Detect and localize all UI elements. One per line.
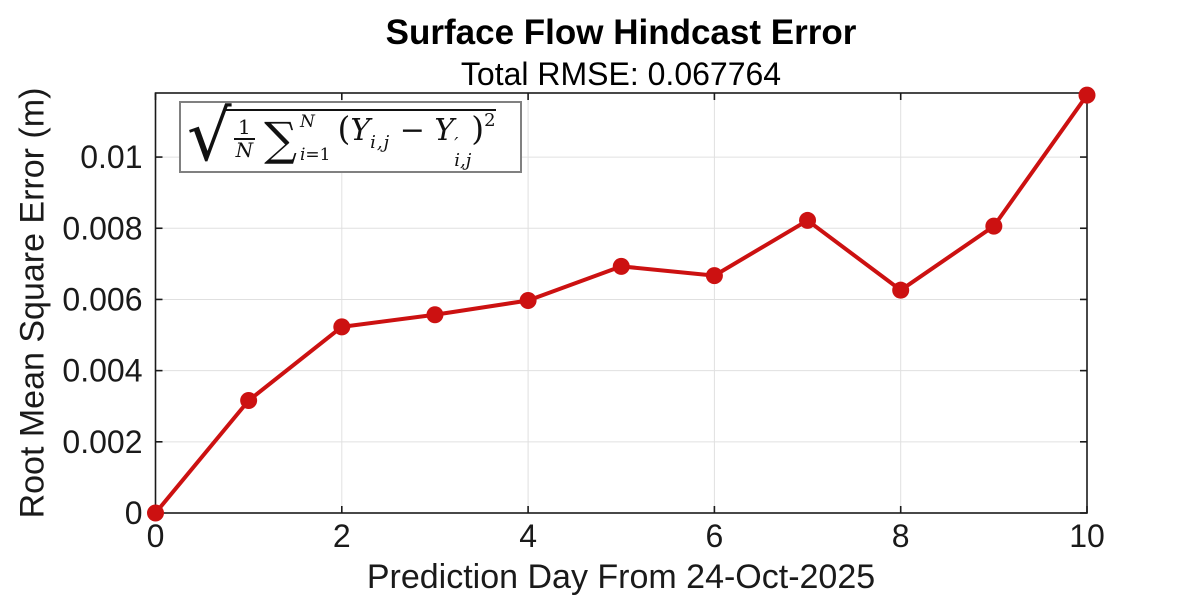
radicand: 1 N ∑ N i=1 (Yi,j − Y ′ i,j)2 — [225, 109, 496, 170]
squared-difference-term: (Yi,j − Y ′ i,j)2 — [337, 108, 496, 171]
x-tick-label: 6 — [706, 518, 724, 554]
sigma-symbol: ∑ — [264, 112, 297, 166]
chart-title: Surface Flow Hindcast Error — [385, 13, 857, 52]
fraction-denominator: N — [233, 138, 256, 162]
axis-box — [154, 92, 1088, 514]
data-point-day-4 — [519, 292, 537, 310]
x-tick-label: 4 — [519, 518, 537, 554]
x-tick-label: 2 — [333, 518, 351, 554]
exponent: 2 — [484, 109, 496, 131]
data-point-day-5 — [612, 257, 630, 275]
data-point-day-6 — [705, 267, 723, 285]
prime-mark: ′ — [454, 133, 459, 155]
y-tick-label: 0.006 — [62, 281, 142, 317]
x-tick-label: 0 — [147, 518, 165, 554]
data-point-day-8 — [892, 281, 910, 299]
y-tick-label: 0.004 — [62, 353, 142, 389]
x-axis-label: Prediction Day From 24-Oct-2025 — [366, 558, 876, 596]
data-point-day-2 — [333, 318, 351, 336]
rmse-markers — [147, 86, 1096, 522]
summation: ∑ N i=1 — [264, 114, 330, 164]
data-point-day-7 — [799, 211, 817, 229]
data-point-day-3 — [426, 306, 444, 324]
x-tick-label: 8 — [892, 518, 910, 554]
summation-upper-limit: N — [299, 112, 315, 132]
data-point-day-10 — [1078, 86, 1096, 104]
x-tick-label: 10 — [1069, 518, 1105, 554]
y-tick-label: 0.01 — [80, 139, 142, 175]
fraction-one-over-n: 1 N — [233, 115, 256, 162]
y-tick-label: 0 — [125, 495, 143, 531]
y-tick-labels: 0 0.002 0.004 0.006 0.008 0.01 — [62, 139, 142, 531]
data-point-day-0 — [147, 504, 164, 522]
radical-sign: √ — [187, 95, 232, 177]
x-tick-labels: 0 2 4 6 8 10 — [147, 518, 1105, 554]
summation-lower-limit: i=1 — [299, 145, 331, 165]
data-point-day-1 — [240, 392, 258, 410]
chart-subtitle: Total RMSE: 0.067764 — [460, 56, 782, 92]
summation-limits: N i=1 — [300, 114, 331, 164]
data-point-day-9 — [985, 217, 1003, 235]
fraction-numerator: 1 — [237, 115, 251, 139]
formula-annotation: √ 1 N ∑ N i=1 (Yi,j − Y ′ i,j)2 — [179, 101, 522, 173]
y-tick-label: 0.008 — [62, 210, 142, 246]
grid-lines — [155, 93, 1087, 513]
y-tick-label: 0.002 — [62, 424, 142, 460]
